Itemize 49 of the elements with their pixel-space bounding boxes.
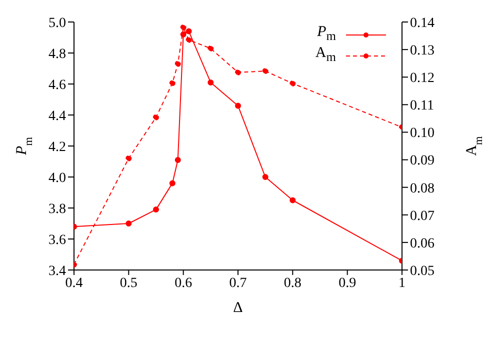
x-tick-label: 1 [398, 276, 406, 291]
y2-tick-label: 0.09 [410, 154, 434, 169]
point [169, 180, 176, 186]
y2-tick-label: 0.05 [410, 264, 434, 279]
x-axis-title: Δ [233, 300, 244, 316]
point [186, 36, 192, 43]
point [208, 45, 214, 52]
y-tick-label: 5.0 [48, 16, 66, 31]
point [126, 220, 132, 226]
x-tick-label: 0.5 [120, 276, 138, 291]
point [186, 28, 192, 34]
x-tick-label: 0.4 [65, 276, 83, 291]
x-tick-label: 0.8 [284, 276, 302, 291]
y-tick-label: 4.4 [48, 108, 66, 124]
legend-label: A$_{m}$ [315, 45, 336, 64]
y2-tick-label: 0.10 [410, 126, 434, 142]
point [126, 155, 132, 162]
y-tick-label: 4.2 [48, 140, 66, 155]
x-tick-label: 0.9 [338, 276, 356, 291]
y2-tick-label: 0.08 [410, 181, 434, 196]
y-tick-label: 4.0 [48, 170, 66, 186]
point [153, 114, 159, 120]
y-tick-label: 4.6 [48, 78, 66, 93]
y2-tick-label: 0.13 [410, 44, 434, 59]
y-tick-label: 4.8 [48, 46, 66, 62]
point [174, 156, 181, 163]
y2-tick-label: 0.11 [410, 98, 434, 114]
point [235, 102, 241, 109]
point [174, 60, 181, 67]
point [235, 69, 241, 76]
y2-tick-label: 0.06 [410, 236, 434, 252]
point [208, 79, 214, 86]
y2-tick-label: 0.07 [410, 208, 434, 224]
y-tick-label: 3.6 [48, 232, 66, 248]
point [180, 24, 186, 31]
legend-label: P$_{m}$ [317, 24, 336, 43]
y2-tick-label: 0.14 [410, 16, 434, 31]
point [180, 31, 186, 38]
point [290, 197, 296, 204]
x-tick-label: 0.6 [174, 276, 192, 291]
point [169, 80, 176, 86]
y-tick-label: 3.8 [48, 202, 66, 217]
point [262, 68, 268, 74]
point [262, 174, 268, 180]
point [153, 206, 159, 213]
point [290, 80, 296, 86]
x-tick-label: 0.7 [229, 276, 247, 291]
y-tick-label: 3.4 [48, 264, 66, 279]
y2-tick-label: 0.12 [410, 71, 434, 86]
